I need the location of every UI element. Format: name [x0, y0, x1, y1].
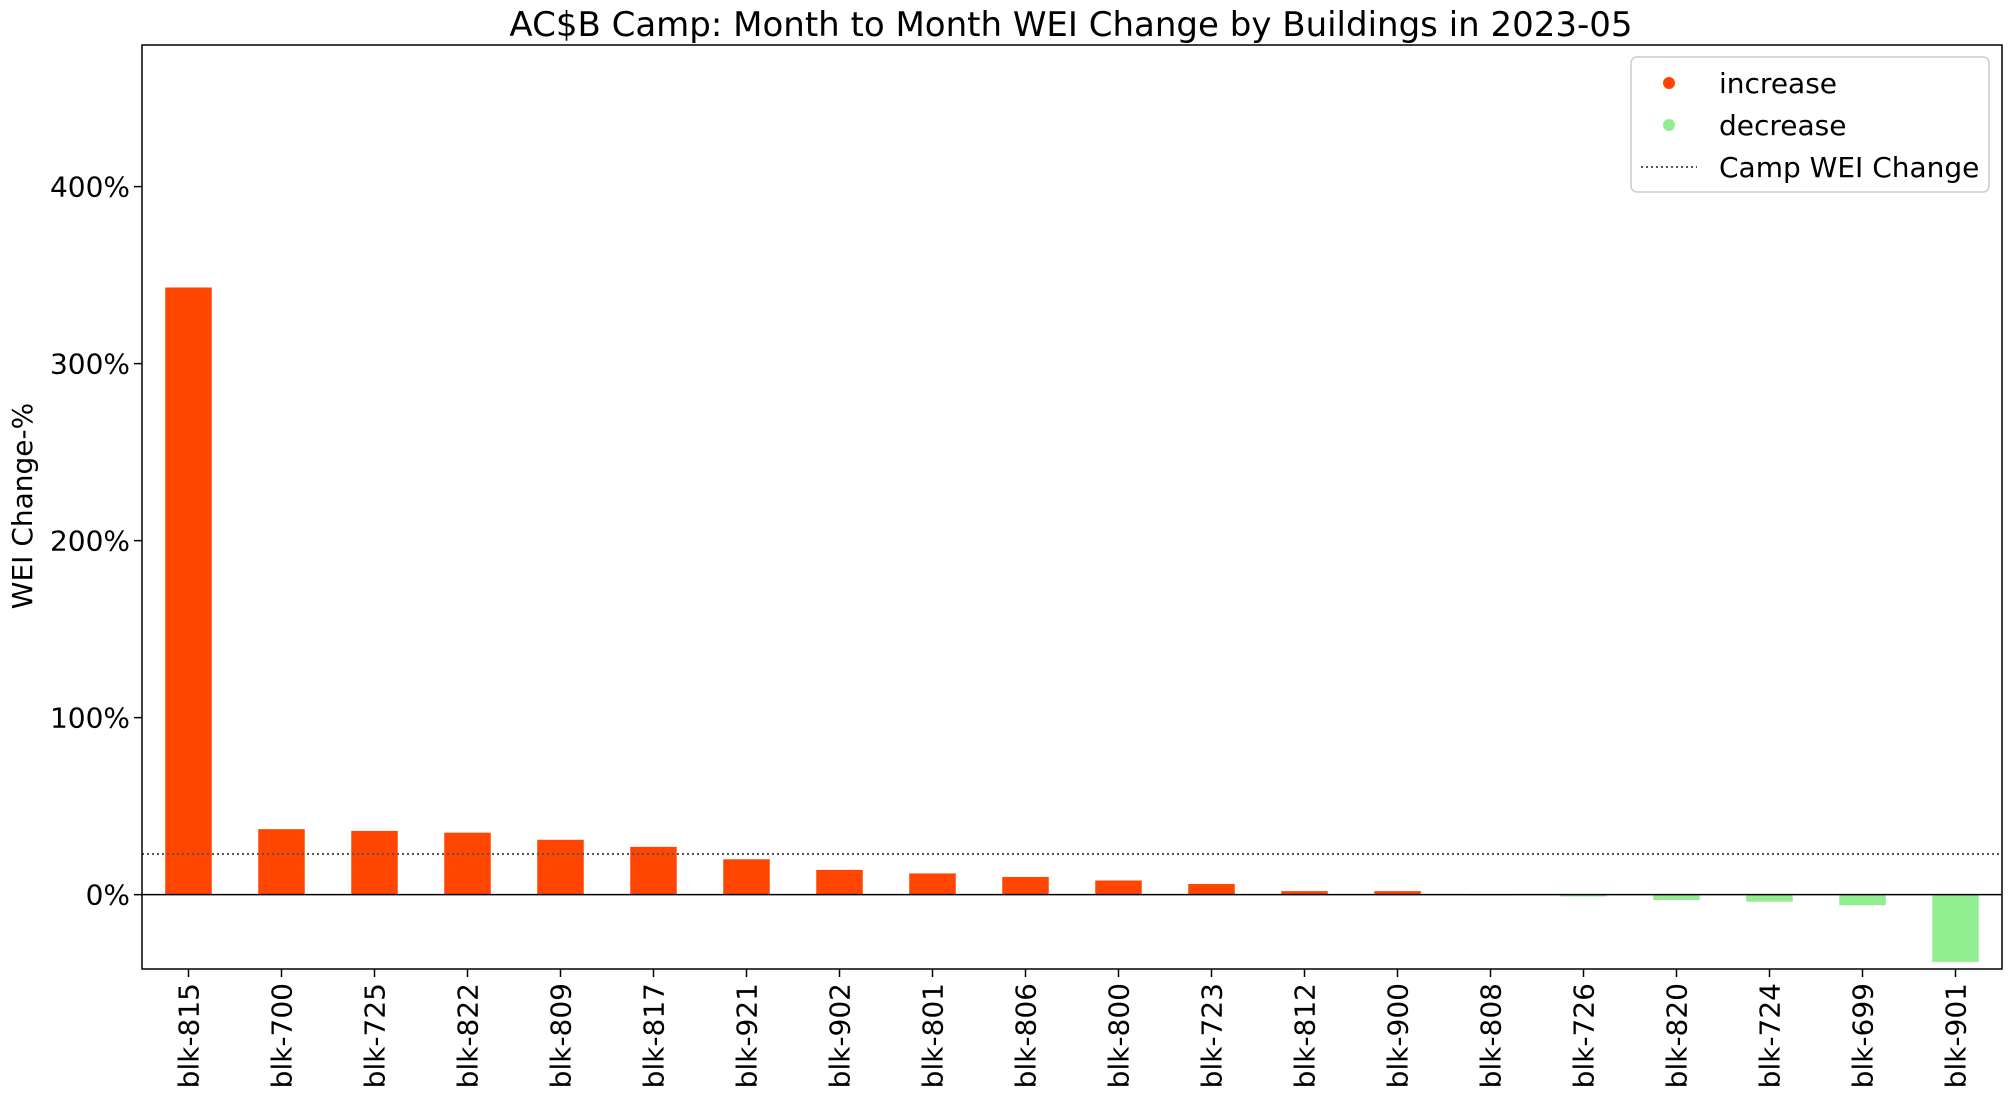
x-tick-label: blk-724: [1754, 983, 1787, 1088]
x-tick-label: blk-700: [266, 983, 299, 1088]
bar-blk-812: [1281, 891, 1328, 895]
x-tick-label: blk-901: [1940, 983, 1973, 1088]
bar-blk-725: [351, 830, 398, 895]
x-tick-label: blk-817: [638, 983, 671, 1088]
legend: increase decrease Camp WEI Change: [1630, 56, 1990, 193]
chart-title: AC$B Camp: Month to Month WEI Change by …: [509, 5, 1632, 45]
x-tick-label: blk-726: [1568, 983, 1601, 1088]
plot-area: blk-815 blk-700 blk-725 blk-822 blk-809 blk-8…: [50, 44, 2003, 1088]
x-tick-label: blk-822: [452, 983, 485, 1088]
bar-blk-901: [1932, 894, 1979, 962]
bar-blk-902: [816, 869, 863, 895]
bar-blk-699: [1839, 894, 1886, 906]
bar-blk-724: [1746, 894, 1793, 902]
x-tick-label: blk-820: [1661, 983, 1694, 1088]
bar-blk-921: [723, 859, 770, 895]
x-tick-label: blk-699: [1847, 983, 1880, 1088]
legend-box: [1630, 56, 1990, 193]
bar-blk-801: [909, 873, 956, 895]
legend-label: Camp WEI Change: [1719, 151, 1979, 184]
legend-marker-decrease: [1663, 119, 1675, 131]
x-tick-label: blk-812: [1289, 983, 1322, 1088]
x-tick-label: blk-806: [1010, 983, 1043, 1088]
bar-blk-820: [1653, 894, 1700, 900]
bar-blk-822: [444, 832, 491, 895]
y-tick-label: 100%: [50, 702, 130, 735]
x-tick-label: blk-808: [1475, 983, 1508, 1088]
x-tick-label: blk-900: [1382, 983, 1415, 1088]
x-tick-label: blk-809: [545, 983, 578, 1088]
y-axis-label: WEI Change-%: [6, 403, 39, 609]
x-tick-label: blk-801: [917, 983, 950, 1088]
x-tick-label: blk-725: [359, 983, 392, 1088]
legend-label: decrease: [1719, 109, 1847, 142]
bar-blk-900: [1374, 891, 1421, 895]
y-tick-label: 300%: [50, 348, 130, 381]
bar-blk-800: [1095, 880, 1142, 895]
x-tick-label: blk-723: [1196, 983, 1229, 1088]
bar-blk-700: [258, 829, 305, 895]
y-tick-label: 200%: [50, 525, 130, 558]
y-tick-label: 400%: [50, 171, 130, 204]
x-tick-label: blk-800: [1103, 983, 1136, 1088]
bar-blk-815: [165, 287, 212, 895]
legend-marker-increase: [1663, 77, 1675, 89]
legend-label: increase: [1719, 67, 1837, 100]
x-tick-label: blk-815: [173, 983, 206, 1088]
y-tick-label: 0%: [86, 879, 130, 912]
bar-blk-723: [1188, 884, 1235, 895]
bar-blk-809: [537, 839, 584, 895]
bar-blk-726: [1560, 894, 1607, 897]
bar-blk-806: [1002, 876, 1049, 895]
x-tick-label: blk-902: [824, 983, 857, 1088]
x-tick-label: blk-921: [731, 983, 764, 1088]
plot-frame: [141, 44, 2003, 970]
